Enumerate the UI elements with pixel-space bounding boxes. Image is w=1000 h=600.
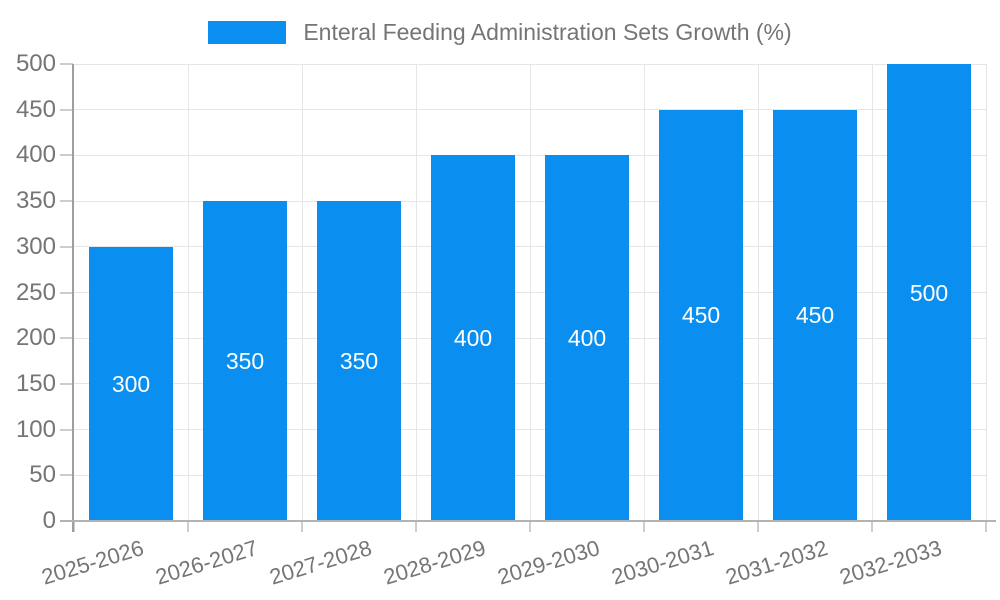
gridline-v <box>643 64 645 521</box>
bar-value-label: 350 <box>339 348 379 375</box>
y-axis-tick <box>60 291 73 294</box>
y-axis-tick <box>60 382 73 385</box>
x-axis-tick <box>757 521 759 532</box>
legend-label: Enteral Feeding Administration Sets Grow… <box>303 19 792 45</box>
x-tick-label: 2026-2027 <box>152 535 261 590</box>
y-tick-label: 300 <box>15 232 56 260</box>
y-axis-tick <box>60 200 73 203</box>
x-tick-label: 2030-2031 <box>608 535 717 590</box>
x-axis-tick <box>187 521 189 532</box>
bar-value-label: 450 <box>681 302 721 329</box>
legend-swatch <box>208 20 287 44</box>
y-axis-tick <box>60 154 73 157</box>
y-axis-line <box>72 64 74 532</box>
bar-value-label: 350 <box>225 348 265 375</box>
bar <box>773 109 857 521</box>
y-axis-tick <box>60 428 73 431</box>
x-tick-label: 2032-2033 <box>836 535 945 590</box>
y-tick-label: 100 <box>15 415 56 443</box>
y-tick-label: 400 <box>15 141 56 169</box>
y-axis-tick <box>60 337 73 340</box>
legend: Enteral Feeding Administration Sets Grow… <box>0 19 1000 45</box>
bar-value-label: 400 <box>567 325 607 352</box>
gridline-v <box>757 64 759 521</box>
x-axis-tick <box>643 521 645 532</box>
gridline-v <box>301 64 303 521</box>
y-tick-label: 500 <box>15 50 56 77</box>
x-axis-tick <box>529 521 531 532</box>
y-tick-label: 350 <box>15 187 56 215</box>
x-tick-label: 2031-2032 <box>722 535 831 590</box>
y-axis-tick <box>60 474 73 477</box>
gridline-v <box>985 64 987 521</box>
bar <box>659 109 743 521</box>
bar <box>317 201 401 521</box>
y-axis-tick <box>60 245 73 248</box>
x-tick-label: 2028-2029 <box>380 535 489 590</box>
x-tick-label: 2027-2028 <box>266 535 375 590</box>
bar-value-label: 450 <box>795 302 835 329</box>
bar <box>431 155 515 521</box>
bar <box>203 201 287 521</box>
x-axis-tick <box>415 521 417 532</box>
y-axis-tick <box>60 108 73 111</box>
y-tick-label: 450 <box>15 95 56 123</box>
bar <box>887 64 971 521</box>
bar-value-label: 400 <box>453 325 493 352</box>
y-tick-label: 50 <box>29 461 56 489</box>
y-axis-tick <box>60 63 73 65</box>
x-axis-tick <box>73 521 75 532</box>
x-tick-label: 2025-2026 <box>38 535 147 590</box>
x-tick-label: 2029-2030 <box>494 535 603 590</box>
y-tick-label: 250 <box>15 278 56 306</box>
bar <box>545 155 629 521</box>
x-axis-tick <box>985 521 987 532</box>
bar-value-label: 300 <box>111 370 151 397</box>
gridline-v <box>871 64 873 521</box>
bar <box>89 246 173 521</box>
y-tick-label: 200 <box>15 324 56 352</box>
gridline-v <box>415 64 417 521</box>
x-axis-line <box>60 520 996 522</box>
y-tick-label: 150 <box>15 369 56 397</box>
bar-value-label: 500 <box>909 279 949 306</box>
x-axis-tick <box>871 521 873 532</box>
gridline-v <box>187 64 189 521</box>
x-axis-tick <box>301 521 303 532</box>
gridline-v <box>529 64 531 521</box>
y-tick-label: 0 <box>42 507 56 534</box>
